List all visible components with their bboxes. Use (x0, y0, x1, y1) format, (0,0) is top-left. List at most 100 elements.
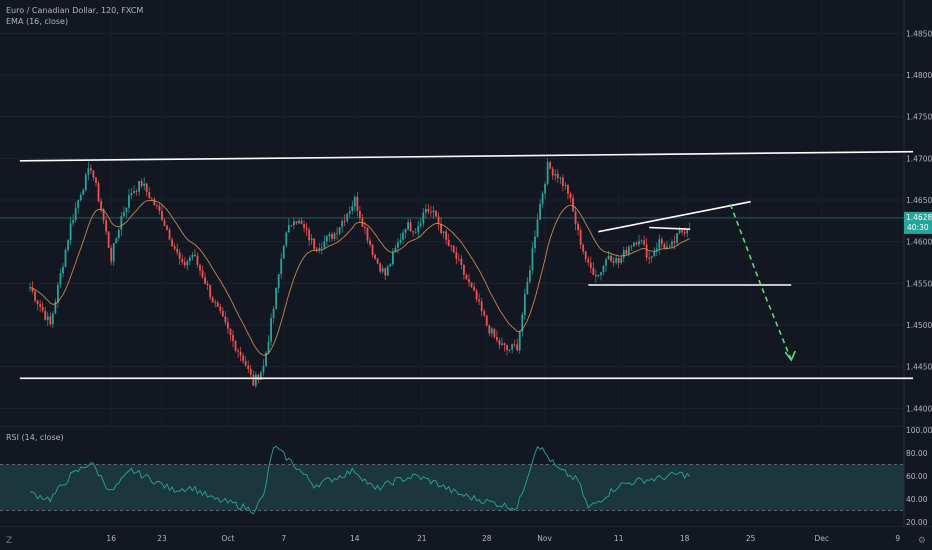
candle-body (74, 207, 77, 221)
candle-body (64, 250, 67, 267)
candle-body (95, 177, 97, 183)
candle-body (318, 247, 321, 250)
candle-body (325, 236, 328, 242)
candle-body (100, 201, 102, 210)
candle-body (209, 285, 212, 298)
candle-body (549, 162, 552, 169)
candle-body (678, 230, 681, 234)
time-tick-label: 28 (482, 534, 492, 543)
candle-body (473, 286, 475, 291)
candle-body (353, 197, 356, 207)
candle-body (556, 174, 559, 179)
time-tick-label: 16 (106, 534, 116, 543)
trendline-pattern-top (598, 200, 751, 233)
time-axis-background (0, 526, 932, 550)
candle-body (247, 365, 250, 369)
candle-body (262, 365, 265, 373)
candle-body (369, 240, 371, 245)
time-tick-label: Nov (537, 534, 552, 543)
candle-body (358, 210, 361, 218)
candle-body (488, 325, 491, 334)
candle-body (115, 238, 118, 244)
candle-body (402, 232, 404, 240)
price-tick-label: 1.47000 (906, 154, 932, 163)
candle-body (559, 177, 562, 179)
candle-body (221, 310, 224, 317)
time-axis[interactable]: 16 23 Oct 7 14 21 28 Nov 11 18 25 Dec 9 (0, 526, 932, 550)
candle-body (653, 251, 656, 257)
candle-body (620, 257, 623, 263)
candle-body (496, 336, 498, 341)
candle-body (46, 316, 49, 320)
time-tick-label: Oct (221, 534, 234, 543)
candle-body (655, 248, 658, 252)
candle-body (214, 302, 217, 304)
candle-body (688, 228, 691, 230)
candle-body (343, 220, 346, 222)
candle-body (627, 246, 630, 254)
trendline-top (19, 150, 914, 162)
candle-body (219, 306, 222, 311)
candle-body (539, 203, 541, 220)
candle-body (468, 279, 470, 283)
candle-body (666, 246, 668, 249)
candle-body (663, 243, 666, 249)
candle-body (584, 251, 587, 260)
candle-body (31, 287, 34, 292)
price-pane[interactable]: 1.48500 1.48000 1.47500 1.47000 1.46500 1.460… (0, 0, 932, 425)
candle-body (437, 216, 440, 224)
time-tick-label: 11 (614, 534, 624, 543)
timezone-icon[interactable]: Z (6, 536, 13, 546)
candle-body (138, 181, 141, 192)
candle-body (234, 341, 237, 351)
candle-body (51, 313, 54, 325)
candle-body (57, 284, 59, 303)
candle-body (424, 208, 427, 213)
candle-body (348, 211, 351, 214)
candle-body (298, 220, 300, 224)
candle-body (384, 268, 387, 276)
candle-body (145, 183, 148, 192)
candle-body (232, 335, 234, 342)
candle-body (128, 195, 130, 208)
current-price-label: 1.46285 (906, 213, 932, 222)
price-tick-label: 1.44500 (906, 363, 932, 372)
candle-body (351, 206, 354, 212)
price-chart[interactable]: 1.48500 1.48000 1.47500 1.47000 1.46500 1.460… (0, 0, 932, 425)
candle-body (216, 302, 219, 307)
candle-body (371, 244, 374, 255)
candle-body (582, 244, 585, 252)
candle-body (668, 246, 671, 247)
rsi-pane[interactable]: 100.00 80.00 60.00 40.00 20.00 (0, 426, 932, 526)
candle-body (528, 270, 531, 282)
candle-body (592, 268, 595, 275)
candle-body (196, 255, 199, 266)
candle-body (589, 262, 592, 269)
candle-body (285, 232, 288, 246)
candle-body (275, 287, 278, 309)
candle-body (117, 229, 120, 239)
rsi-chart[interactable]: 100.00 80.00 60.00 40.00 20.00 (0, 426, 932, 526)
time-tick-label: 25 (746, 534, 756, 543)
candle-body (125, 207, 128, 213)
settings-gear-icon[interactable]: ⚙ (917, 536, 926, 546)
candle-body (336, 233, 338, 235)
candle-body (204, 277, 206, 284)
candle-body (143, 183, 146, 186)
candle-body (594, 274, 597, 277)
candle-body (635, 242, 638, 245)
candle-body (440, 223, 442, 233)
candle-body (341, 220, 344, 228)
candle-body (432, 210, 435, 213)
candle-body (485, 315, 488, 326)
candle-body (244, 361, 247, 366)
candle-body (617, 258, 620, 263)
candle-body (506, 345, 508, 350)
candle-body (305, 227, 308, 230)
candle-body (607, 255, 610, 260)
candle-body (470, 282, 473, 287)
candle-body (206, 283, 209, 286)
candle-body (79, 194, 82, 201)
candle-body (579, 230, 582, 245)
candle-body (569, 193, 572, 199)
